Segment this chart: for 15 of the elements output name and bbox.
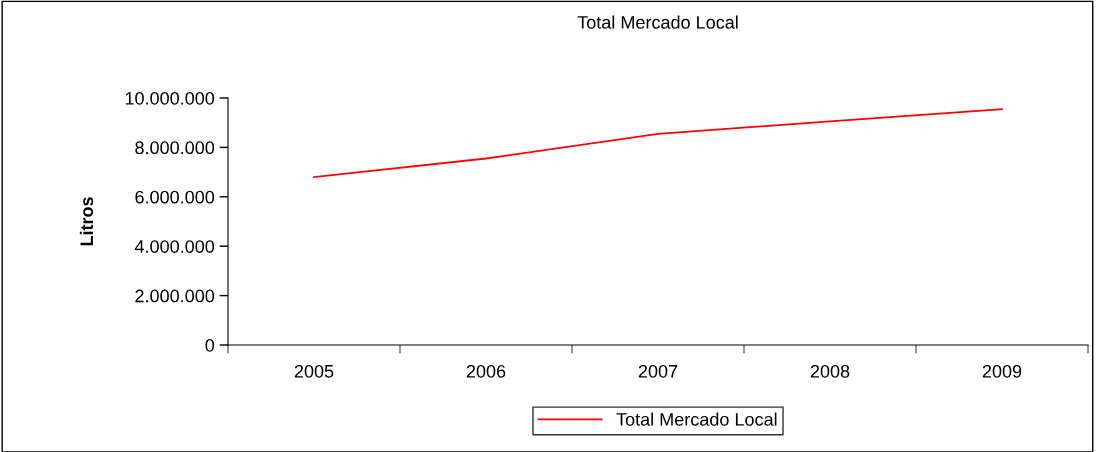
chart-title: Total Mercado Local [577, 15, 738, 29]
y-tick-label: 0 [205, 338, 215, 352]
x-tick-label: 2008 [810, 364, 850, 378]
y-tick-label: 6.000.000 [135, 190, 215, 204]
y-tick-label: 10.000.000 [125, 91, 215, 105]
y-tick-label: 4.000.000 [134, 240, 215, 253]
x-tick-label: 2009 [982, 364, 1022, 378]
x-tick-label: 2006 [466, 364, 506, 378]
x-tick-label: 2005 [294, 364, 334, 378]
y-axis-title: Litros [79, 197, 94, 246]
x-tick-label: 2007 [638, 364, 678, 378]
y-tick-label: 8.000.000 [135, 141, 215, 155]
line-series [313, 108, 1003, 178]
y-tick-label: 2.000.000 [135, 289, 215, 303]
legend-label: Total Mercado Local [616, 412, 777, 426]
